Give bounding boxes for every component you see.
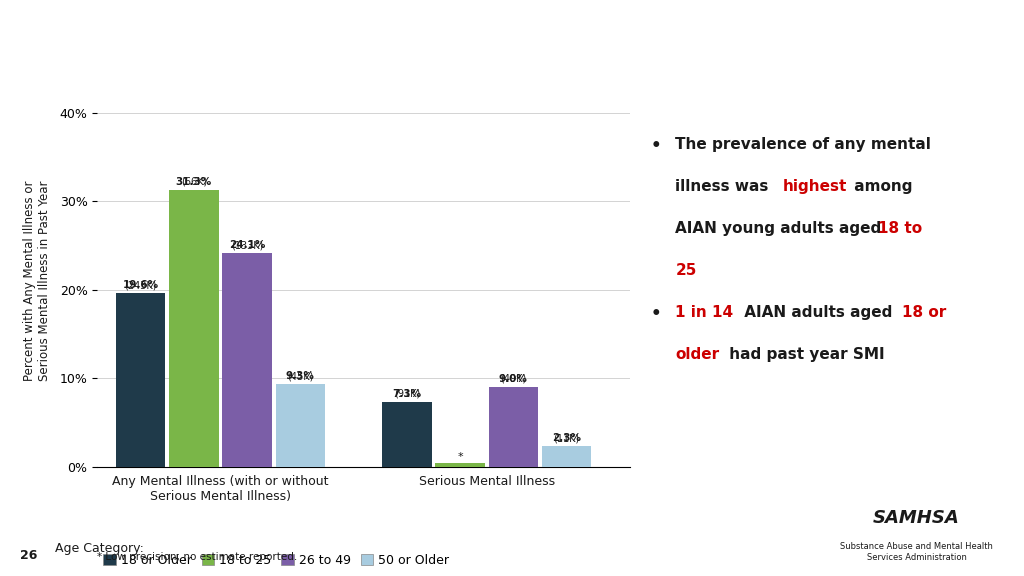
Text: 9.0%: 9.0% (499, 374, 527, 384)
Text: •: • (650, 305, 660, 323)
Legend: 18 or Older, 18 to 25, 26 to 49, 50 or Older: 18 or Older, 18 to 25, 26 to 49, 50 or O… (98, 549, 455, 572)
Text: among: among (849, 179, 912, 194)
Text: 25: 25 (676, 263, 696, 278)
Text: (45K): (45K) (287, 359, 313, 381)
Text: had past year SMI: had past year SMI (724, 347, 885, 362)
Text: (91K): (91K) (393, 377, 420, 399)
Text: 26: 26 (20, 548, 38, 562)
Bar (382, 402, 431, 467)
Text: 2.3%: 2.3% (552, 433, 581, 443)
Text: 18 or: 18 or (902, 305, 946, 320)
Text: *: * (458, 452, 463, 462)
Text: 19.6%: 19.6% (123, 280, 159, 290)
Bar (222, 253, 271, 467)
Text: SAMHSA: SAMHSA (873, 509, 959, 527)
Text: •: • (650, 137, 660, 155)
Bar (169, 190, 218, 467)
Text: (49K): (49K) (500, 362, 526, 384)
Bar (116, 293, 165, 467)
Bar (542, 446, 591, 467)
Text: 7.3%: 7.3% (392, 389, 421, 399)
Bar (275, 384, 325, 467)
Text: (243K): (243K) (124, 268, 157, 290)
Text: illness was: illness was (676, 179, 774, 194)
Text: Age Category:: Age Category: (54, 542, 143, 555)
Text: The prevalence of any mental: The prevalence of any mental (676, 137, 931, 152)
Text: (66K): (66K) (180, 165, 207, 187)
Text: 9.3%: 9.3% (286, 371, 314, 381)
Text: (133K): (133K) (230, 229, 263, 251)
Text: 24.1%: 24.1% (228, 240, 265, 251)
Text: highest: highest (782, 179, 847, 194)
Y-axis label: Percent with Any Mental Illness or
Serious Mental Illness in Past Year: Percent with Any Mental Illness or Serio… (24, 180, 51, 381)
Bar (435, 463, 484, 467)
Text: AIAN young adults aged: AIAN young adults aged (676, 221, 887, 236)
Text: Past Year Mental Illness: Among AIAN Adults Aged 18 or Older: Past Year Mental Illness: Among AIAN Adu… (96, 27, 928, 51)
Text: 1 in 14: 1 in 14 (676, 305, 733, 320)
Text: AIAN adults aged: AIAN adults aged (739, 305, 898, 320)
Bar (488, 387, 538, 467)
Text: 31.3%: 31.3% (176, 177, 212, 187)
Text: Substance Abuse and Mental Health
Services Administration: Substance Abuse and Mental Health Servic… (840, 542, 993, 562)
Text: older: older (676, 347, 720, 362)
Text: (11K): (11K) (553, 422, 580, 443)
Text: * Low precision; no estimate reported.: * Low precision; no estimate reported. (97, 552, 298, 562)
Text: 18 to: 18 to (878, 221, 922, 236)
